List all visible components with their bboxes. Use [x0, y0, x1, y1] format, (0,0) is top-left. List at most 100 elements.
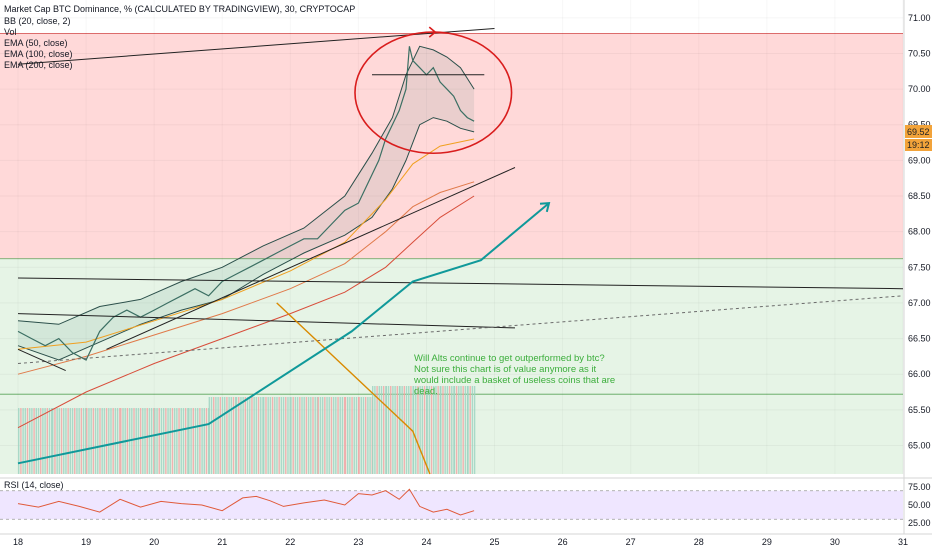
volume-bar [22, 408, 24, 474]
x-tick-label: 23 [353, 537, 363, 547]
volume-bar [260, 397, 262, 474]
x-tick-label: 18 [13, 537, 23, 547]
volume-bar [52, 408, 54, 474]
x-tick-label: 26 [558, 537, 568, 547]
volume-bar [301, 397, 303, 474]
volume-bar [201, 408, 203, 474]
volume-bar [464, 386, 467, 474]
volume-bar [310, 397, 312, 474]
volume-bar [317, 397, 319, 474]
small-down-line [17, 348, 66, 372]
volume-bar [396, 386, 399, 474]
volume-bar [230, 397, 233, 474]
x-tick-label: 24 [421, 537, 431, 547]
last-price-badge [905, 125, 932, 138]
indicator-bb[interactable]: BB (20, close, 2) [4, 16, 71, 26]
annotation-line: Not sure this chart is of value anymore … [414, 364, 597, 375]
bollinger-band-fill [18, 46, 475, 361]
volume-bar [343, 397, 346, 474]
volume-bar [372, 386, 374, 474]
rsi-pane: 75.00 50.00 25.00 [0, 482, 931, 528]
volume-bar [82, 408, 85, 474]
volume-bar [423, 386, 426, 474]
volume-bar [228, 397, 230, 474]
volume-bar [133, 408, 135, 474]
long-trendline [17, 277, 904, 290]
annotation-text: Will Alts continue to get outperformed b… [413, 353, 615, 397]
y-axis-ticks: 71.00 70.50 70.00 69.50 69.00 68.50 68.00 67.50… [908, 13, 931, 451]
volume-bar [120, 408, 122, 474]
rsi-line [17, 488, 475, 516]
volume-bar [71, 408, 74, 474]
volume-bar [362, 397, 365, 474]
indicator-vol[interactable]: Vol [4, 27, 17, 37]
volume-bar [86, 408, 88, 474]
volume-bar [267, 397, 269, 474]
volume-bar [219, 397, 222, 474]
y-tick-label: 70.00 [908, 84, 931, 94]
indicator-ema100[interactable]: EMA (100, close) [4, 49, 73, 59]
rsi-label[interactable]: RSI (14, close) [4, 480, 64, 490]
volume-bar [265, 397, 267, 474]
volume-bar [269, 397, 272, 474]
volume-bar [180, 408, 182, 474]
countdown-badge [905, 139, 932, 151]
annotation-line: dead. [414, 386, 438, 397]
volume-bar [369, 397, 371, 474]
volume-bar [367, 397, 369, 474]
volume-bar [299, 397, 301, 474]
volume-bar [119, 408, 121, 474]
volume-bar [326, 397, 328, 474]
volume-bar [160, 408, 163, 474]
red-zone [0, 33, 903, 259]
annotation-line: would include a basket of useless coins … [413, 375, 615, 386]
volume-bar [80, 408, 83, 474]
x-tick-label: 31 [898, 537, 908, 547]
y-tick-label: 67.00 [908, 298, 931, 308]
volume-bar [303, 397, 305, 474]
volume-bar [242, 397, 244, 474]
y-tick-label: 71.00 [908, 13, 931, 23]
volume-bar [444, 386, 446, 474]
volume-bar [392, 386, 394, 474]
lower-trendline [17, 313, 516, 329]
volume-bar [305, 397, 308, 474]
volume-bar [74, 408, 76, 474]
teal-projection-arrow [17, 202, 550, 465]
volume-bar [199, 408, 201, 474]
rsi-tick-label: 50.00 [908, 500, 931, 510]
volume-bar [153, 408, 155, 474]
x-tick-label: 29 [762, 537, 772, 547]
volume-bar [399, 386, 401, 474]
volume-bar [380, 386, 383, 474]
volume-bar [437, 386, 439, 474]
volume-bar [88, 408, 90, 474]
volume-bar [292, 397, 294, 474]
volume-bar [137, 408, 140, 474]
volume-bar [90, 408, 92, 474]
volume-bar [296, 397, 299, 474]
volume-bar [37, 408, 40, 474]
volume-bar [394, 386, 396, 474]
last-price-text: 69.52 [907, 127, 930, 137]
volume-bar [178, 408, 180, 474]
volume-bar [101, 408, 103, 474]
y-tick-label: 68.00 [908, 227, 931, 237]
volume-bar [446, 386, 449, 474]
volume-bar [24, 408, 26, 474]
countdown-text: 19:12 [907, 140, 930, 150]
volume-bar [271, 397, 274, 474]
volume-bar [18, 408, 20, 474]
volume-bar [97, 408, 99, 474]
volume-bar [428, 386, 431, 474]
rsi-tick-label: 25.00 [908, 518, 931, 528]
volume-bar [224, 397, 226, 474]
indicator-ema200[interactable]: EMA (200, close) [4, 60, 73, 70]
volume-bar [458, 386, 460, 474]
bollinger-upper [17, 45, 475, 325]
indicator-ema50[interactable]: EMA (50, close) [4, 38, 68, 48]
x-tick-label: 30 [830, 537, 840, 547]
volume-bar [46, 408, 48, 474]
volume-bar [353, 397, 355, 474]
